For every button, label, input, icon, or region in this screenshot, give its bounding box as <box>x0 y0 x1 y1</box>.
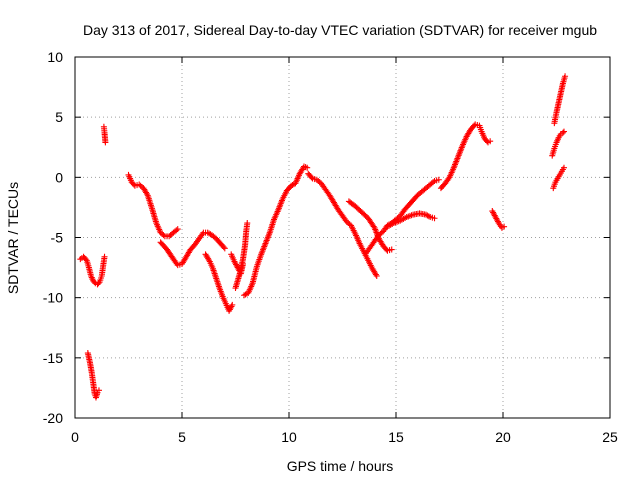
data-point <box>95 387 102 394</box>
trace-segment <box>384 210 438 230</box>
data-point <box>373 273 380 280</box>
x-axis-title: GPS time / hours <box>287 458 394 474</box>
trace-segment <box>549 128 567 159</box>
data-point <box>501 223 508 230</box>
data-point <box>130 181 137 188</box>
ticks <box>74 56 611 419</box>
data-point <box>91 279 98 286</box>
y-tick-label: 10 <box>47 49 63 65</box>
data-point <box>102 139 109 146</box>
data-point <box>82 256 89 263</box>
data-point <box>471 122 478 129</box>
trace-segment <box>305 170 380 280</box>
data-point <box>160 232 167 239</box>
y-tick-label: -5 <box>51 230 64 246</box>
trace-segment <box>550 164 567 192</box>
data-point <box>229 301 236 308</box>
trace-segment <box>232 220 251 292</box>
data-point <box>559 129 566 136</box>
x-tick-label: 25 <box>602 429 618 445</box>
data-point <box>388 246 395 253</box>
data-point <box>205 257 212 264</box>
data-point <box>143 190 150 197</box>
data-point <box>560 164 567 171</box>
x-tick-label: 0 <box>71 429 79 445</box>
y-tick-label: 5 <box>55 109 63 125</box>
grid <box>75 57 610 418</box>
x-tick-label: 20 <box>495 429 511 445</box>
data-point <box>174 226 181 233</box>
trace-segment <box>100 123 109 146</box>
x-tick-label: 10 <box>281 429 297 445</box>
trace-segment <box>84 350 102 401</box>
trace-segment <box>363 176 442 257</box>
x-tick-labels: 0 5 10 15 20 25 <box>71 429 618 445</box>
data-point <box>560 128 567 135</box>
trace-segment <box>202 251 236 314</box>
data-point <box>431 215 438 222</box>
data-point <box>101 253 108 260</box>
trace-segment <box>437 121 494 192</box>
trace-segment <box>77 253 108 288</box>
data-point <box>220 244 227 251</box>
data-point <box>304 164 311 171</box>
data-point <box>308 174 315 181</box>
data-point <box>221 245 228 252</box>
y-tick-label: 0 <box>55 169 63 185</box>
y-tick-label: -20 <box>43 410 63 426</box>
data-points <box>77 73 569 401</box>
data-point <box>244 220 251 227</box>
data-point <box>173 227 180 234</box>
trace-segment <box>125 171 181 240</box>
series-0 <box>77 73 569 401</box>
chart-title: Day 313 of 2017, Sidereal Day-to-day VTE… <box>83 22 597 38</box>
data-point <box>383 246 390 253</box>
trace-segment <box>241 163 311 299</box>
x-tick-label: 15 <box>388 429 404 445</box>
trace-segment <box>489 208 508 231</box>
x-tick-label: 5 <box>178 429 186 445</box>
data-point <box>435 176 442 183</box>
y-tick-labels: -20 -15 -10 -5 0 5 10 <box>43 49 63 426</box>
data-point <box>562 73 569 80</box>
trace-segment <box>551 73 569 127</box>
data-point <box>430 179 437 186</box>
y-tick-label: -15 <box>43 350 63 366</box>
data-point <box>487 138 494 145</box>
data-point <box>372 271 379 278</box>
y-tick-label: -10 <box>43 290 63 306</box>
data-point <box>425 213 432 220</box>
data-point <box>95 280 102 287</box>
y-axis-title: SDTVAR / TECUs <box>5 182 21 294</box>
trace-segment <box>157 229 228 269</box>
